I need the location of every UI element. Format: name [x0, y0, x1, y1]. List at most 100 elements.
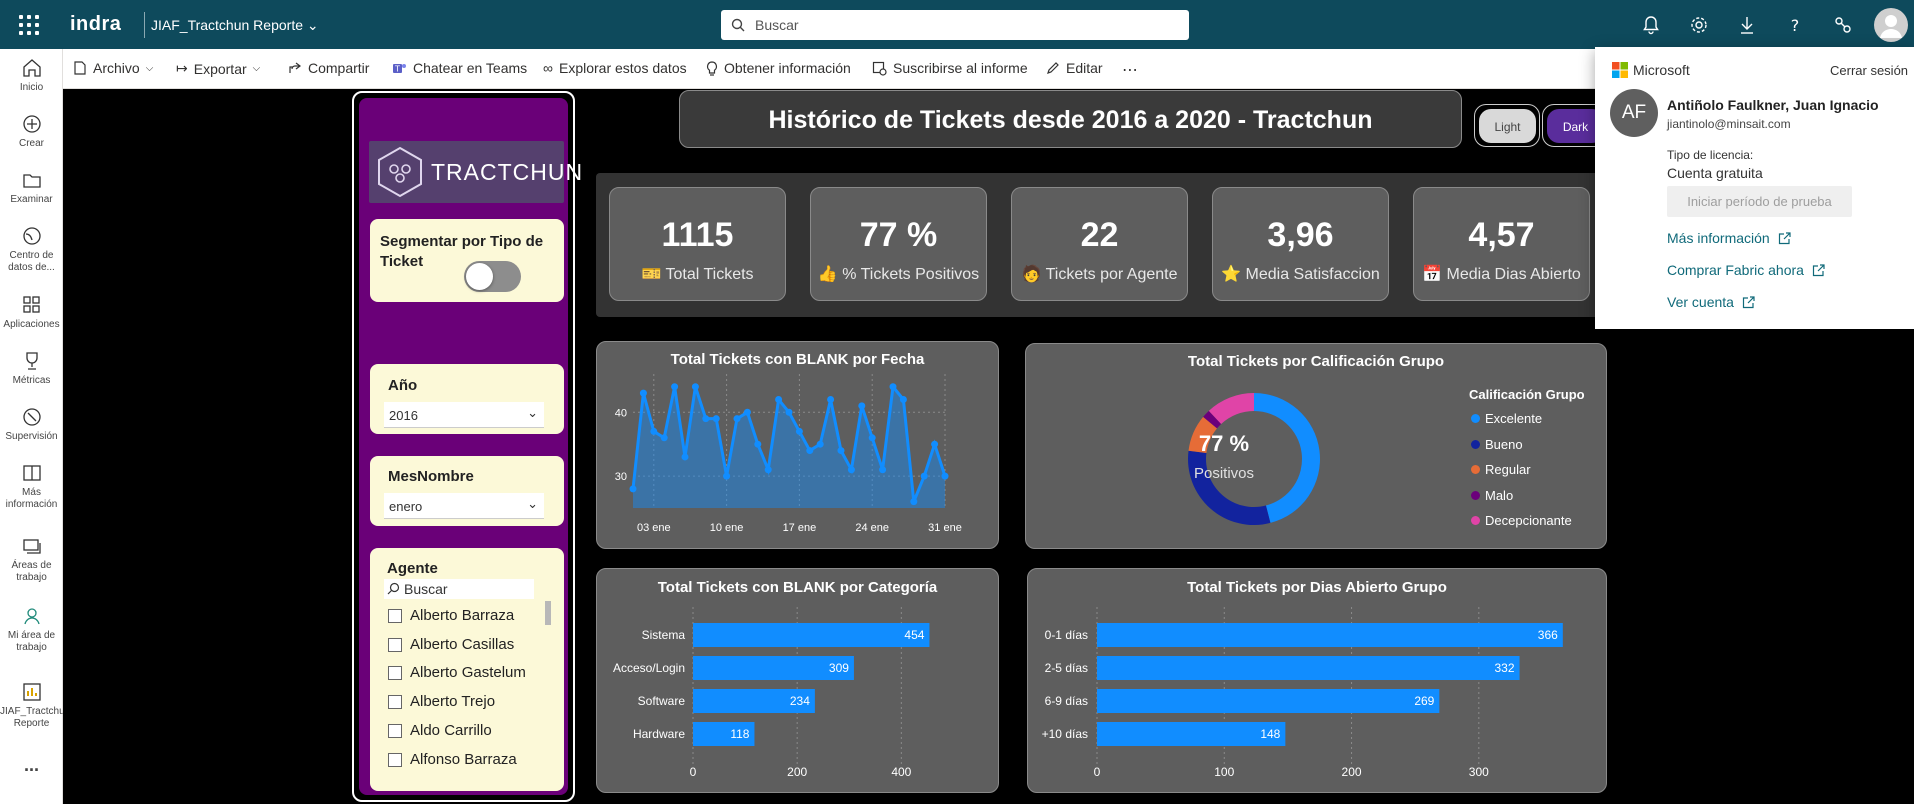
agent-option[interactable]: Alberto Barraza — [388, 607, 514, 624]
rail-item-apps[interactable]: Aplicaciones — [0, 294, 63, 331]
buy-fabric-link[interactable]: Comprar Fabric ahora — [1667, 262, 1825, 278]
export-icon: ↦ — [176, 60, 188, 76]
agent-name: Alfonso Barraza — [410, 751, 517, 768]
checkbox[interactable] — [388, 665, 402, 680]
kpi-value: 77 % — [859, 216, 938, 254]
pie-slice — [1254, 393, 1320, 523]
bell-icon[interactable] — [1640, 14, 1662, 36]
x-tick-label: 31 ene — [928, 522, 962, 534]
share-button[interactable]: Compartir — [288, 60, 369, 76]
trophy-icon — [25, 352, 38, 370]
legend-item[interactable]: Regular — [1471, 457, 1572, 483]
rail-item-monitor[interactable]: Supervisión — [0, 406, 63, 443]
legend-item[interactable]: Excelente — [1471, 406, 1572, 432]
data-point — [629, 485, 637, 493]
legend-item[interactable]: Bueno — [1471, 432, 1572, 458]
agent-option[interactable]: Aldo Carrillo — [388, 722, 492, 739]
teams-chat-button[interactable]: T Chatear en Teams — [392, 60, 527, 76]
rail-label: Examinar — [10, 194, 53, 205]
help-icon[interactable]: ? — [1784, 14, 1806, 36]
tickets-by-days-open-chart[interactable]: Total Tickets por Dias Abierto Grupo 0 10… — [1027, 568, 1607, 793]
report-icon — [22, 683, 41, 701]
license-label: Tipo de licencia: — [1667, 148, 1754, 162]
get-insights-button[interactable]: Obtener información — [706, 60, 851, 76]
share-feedback-icon[interactable] — [1832, 14, 1854, 36]
legend-swatch — [1471, 414, 1480, 424]
kpi-label: 🎫 Total Tickets — [610, 264, 785, 284]
tickets-by-rating-chart[interactable]: Total Tickets por Calificación Grupo 77 … — [1025, 343, 1607, 549]
rail-item-home[interactable]: Inicio — [0, 57, 63, 94]
report-title-menu[interactable]: JIAF_Tractchun Reporte ⌄ — [151, 17, 319, 34]
segment-toggle-switch[interactable] — [464, 261, 521, 292]
x-tick-label: 300 — [1469, 765, 1489, 779]
download-icon[interactable] — [1736, 14, 1758, 36]
rail-item-datahub[interactable]: Centro de datos de... — [0, 225, 63, 274]
agent-option[interactable]: Alberto Gastelum — [388, 664, 526, 681]
data-point — [660, 434, 668, 442]
checkbox[interactable] — [388, 694, 402, 709]
tickets-by-category-chart[interactable]: Total Tickets con BLANK por Categoría 0 2… — [596, 568, 999, 793]
legend-item[interactable]: Decepcionante — [1471, 508, 1572, 534]
kpi-label: 📅 Media Dias Abierto — [1414, 264, 1589, 284]
more-info-link[interactable]: Más información — [1667, 230, 1791, 246]
rail-item-create[interactable]: Crear — [0, 113, 63, 150]
external-link-icon — [1812, 263, 1825, 276]
rail-item-report[interactable]: JIAF_Tractchun Reporte — [0, 681, 70, 730]
dark-theme-button[interactable]: Dark — [1547, 109, 1604, 143]
view-account-link[interactable]: Ver cuenta — [1667, 294, 1755, 310]
pie-slice — [1188, 450, 1271, 525]
light-theme-button[interactable]: Light — [1479, 109, 1536, 143]
agent-search-input[interactable]: Buscar — [384, 579, 534, 599]
year-label: Año — [388, 377, 418, 394]
x-tick-label: 03 ene — [637, 522, 671, 534]
kpi-label-text: Total Tickets — [665, 266, 754, 283]
data-label: 332 — [1495, 661, 1515, 675]
explore-data-button[interactable]: ∞ Explorar estos datos — [543, 60, 687, 76]
legend-swatch — [1471, 490, 1480, 500]
checkbox[interactable] — [388, 752, 402, 767]
plus-circle-icon — [22, 115, 41, 133]
x-tick-label: 200 — [1342, 765, 1362, 779]
subscribe-button[interactable]: Suscribirse al informe — [872, 60, 1028, 76]
checkbox[interactable] — [388, 723, 402, 738]
start-trial-button[interactable]: Iniciar período de prueba — [1667, 186, 1852, 217]
month-dropdown[interactable]: enero ⌄ — [384, 493, 544, 519]
gear-icon[interactable] — [1688, 14, 1710, 36]
rail-item-my-workspace[interactable]: Mi área de trabajo — [0, 605, 63, 654]
pencil-icon — [1047, 62, 1059, 74]
data-point — [702, 415, 710, 423]
export-menu[interactable]: ↦ Exportar ⌵ — [176, 60, 260, 77]
rail-item-workspaces[interactable]: Áreas de trabajo — [0, 535, 63, 584]
link-text: Más información — [1667, 230, 1770, 246]
left-nav-rail: Inicio Crear Examinar Centro de datos de… — [0, 49, 70, 804]
agent-option[interactable]: Alberto Trejo — [388, 693, 495, 710]
search-input[interactable]: Buscar — [721, 10, 1189, 40]
rail-more-icon[interactable]: ... — [23, 755, 39, 775]
tickets-by-date-chart[interactable]: Total Tickets con BLANK por Fecha 30 40 03… — [596, 341, 999, 549]
rail-item-browse[interactable]: Examinar — [0, 169, 63, 206]
user-avatar-button[interactable] — [1874, 8, 1908, 42]
segment-label: Segmentar por Tipo de Ticket — [380, 233, 544, 270]
agent-option[interactable]: Alfonso Barraza — [388, 751, 517, 768]
year-dropdown[interactable]: 2016 ⌄ — [384, 402, 544, 428]
report-title: Histórico de Tickets desde 2016 a 2020 -… — [679, 90, 1462, 148]
legend-item[interactable]: Malo — [1471, 483, 1572, 509]
checkbox[interactable] — [388, 608, 402, 623]
binoculars-icon: ∞ — [543, 60, 553, 76]
more-options-icon[interactable]: ⋯ — [1122, 62, 1138, 79]
account-name: Antiñolo Faulkner, Juan Ignacio — [1667, 97, 1879, 113]
data-point — [899, 396, 907, 404]
file-menu[interactable]: Archivo ⌵ — [73, 60, 153, 76]
agent-list-scrollbar[interactable] — [545, 601, 551, 625]
rail-item-learn[interactable]: Más información — [0, 462, 63, 511]
account-flyout: Microsoft Cerrar sesión AF Antiñolo Faul… — [1595, 47, 1914, 329]
edit-button[interactable]: Editar — [1046, 60, 1103, 76]
agent-option[interactable]: Alberto Casillas — [388, 636, 514, 653]
app-launcher-icon[interactable] — [16, 12, 42, 38]
toolbar-label: Chatear en Teams — [413, 60, 528, 76]
checkbox[interactable] — [388, 637, 402, 652]
rail-label: Áreas de trabajo — [11, 560, 52, 583]
signout-link[interactable]: Cerrar sesión — [1830, 63, 1909, 78]
agent-icon: 🧑 — [1021, 266, 1042, 283]
rail-item-metrics[interactable]: Métricas — [0, 350, 63, 387]
